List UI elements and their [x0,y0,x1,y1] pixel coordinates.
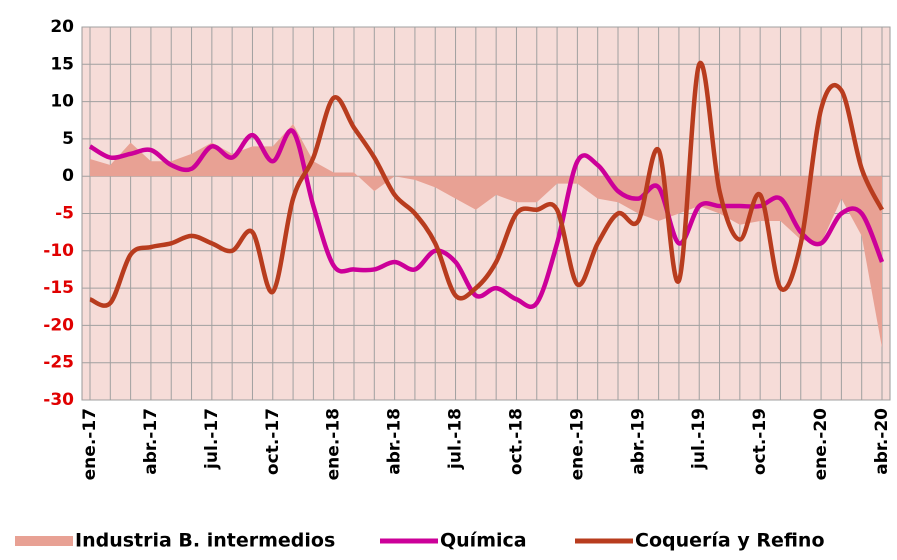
y-tick-label: -20 [43,315,74,335]
y-tick-label: -30 [43,390,74,410]
x-tick-label: oct.-17 [263,408,283,475]
x-tick-label: ene.-19 [567,408,587,480]
y-tick-label: 0 [62,166,74,186]
y-tick-label: 5 [62,129,74,149]
legend-label: Industria B. intermedios [75,530,335,552]
legend-swatch [15,536,73,546]
x-tick-label: ene.-17 [80,408,100,480]
x-tick-label: abr.-18 [385,408,405,475]
legend-label: Química [440,530,527,552]
x-tick-label: oct.-19 [750,408,770,475]
y-tick-label: -25 [43,353,74,373]
y-tick-label: 20 [50,17,74,37]
x-tick-label: jul.-19 [689,408,709,470]
y-tick-label: -5 [55,204,74,224]
y-tick-label: 15 [50,54,74,74]
y-tick-label: 10 [50,92,74,112]
y-tick-label: -15 [43,278,74,298]
x-tick-label: oct.-18 [506,408,526,475]
line [89,60,885,308]
area [90,123,882,348]
line [88,128,885,309]
x-tick-label: abr.-19 [628,408,648,475]
legend-label: Coquería y Refino [635,530,825,552]
x-tick-label: ene.-20 [811,408,831,481]
x-tick-label: abr.-17 [141,408,161,475]
x-tick-label: abr.-20 [872,408,892,475]
x-tick-label: ene.-18 [324,408,344,480]
x-tick-label: jul.-18 [446,408,466,470]
x-tick-label: jul.-17 [202,408,222,470]
y-tick-label: -10 [43,241,74,261]
